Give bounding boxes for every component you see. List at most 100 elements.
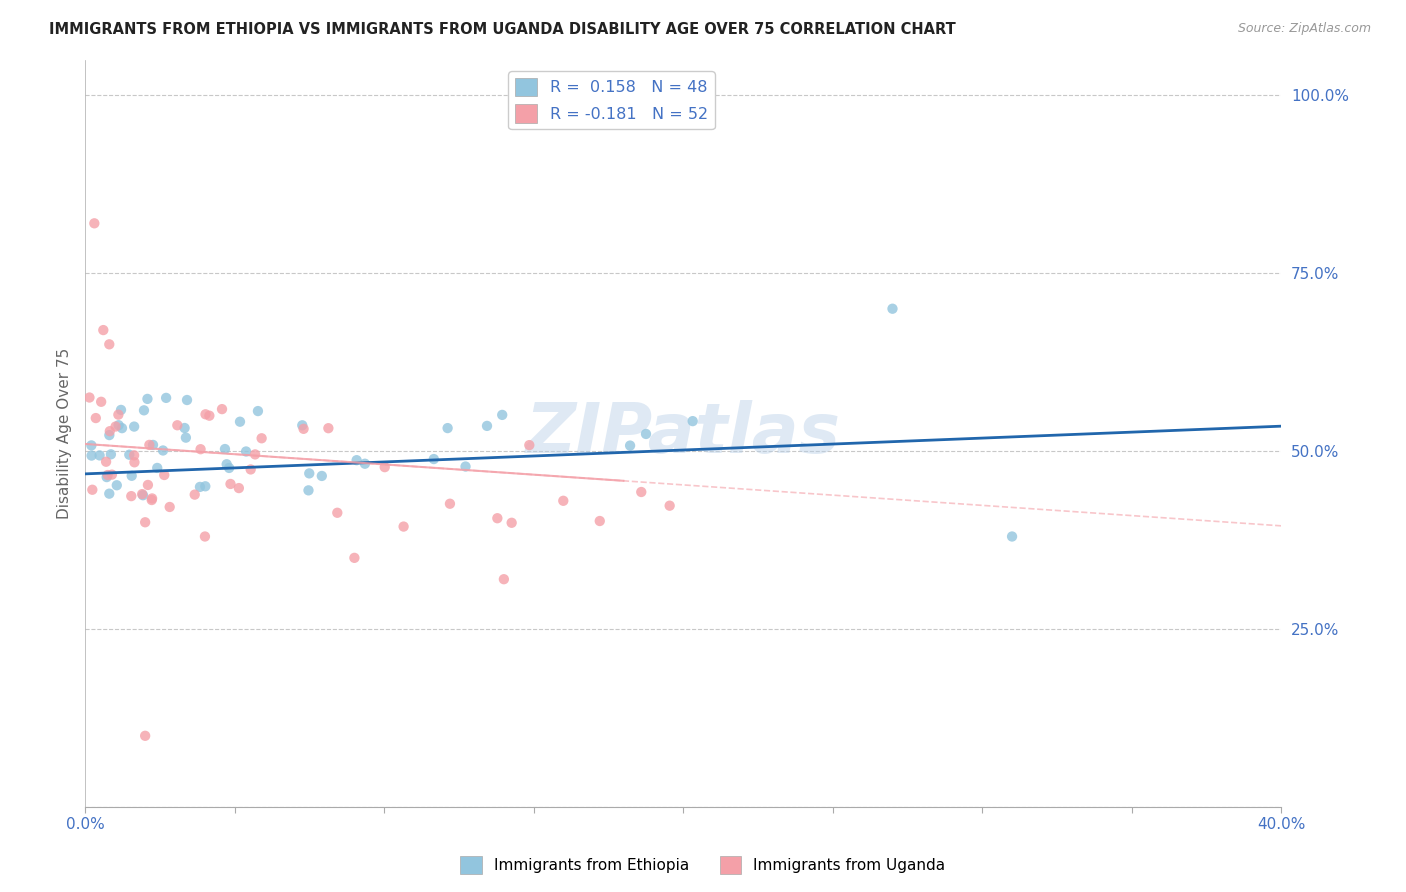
Point xyxy=(194,407,217,421)
Point xyxy=(79,391,101,405)
Point xyxy=(346,453,368,467)
Point xyxy=(166,418,188,433)
Point xyxy=(89,449,111,463)
Point xyxy=(84,411,107,425)
Point xyxy=(326,506,349,520)
Point xyxy=(501,516,523,530)
Point xyxy=(682,414,704,428)
Point xyxy=(374,460,396,475)
Point xyxy=(214,442,236,456)
Point xyxy=(111,421,134,435)
Point xyxy=(318,421,340,435)
Point xyxy=(101,467,124,482)
Point xyxy=(83,216,105,230)
Point xyxy=(155,391,177,405)
Point xyxy=(90,394,112,409)
Point xyxy=(134,729,156,743)
Point xyxy=(392,519,415,533)
Point xyxy=(82,483,104,497)
Point xyxy=(118,448,141,462)
Point xyxy=(218,461,240,475)
Point xyxy=(423,452,446,467)
Point xyxy=(194,479,217,493)
Point xyxy=(141,491,163,506)
Point xyxy=(630,485,652,500)
Point xyxy=(250,431,273,445)
Point xyxy=(110,403,132,417)
Point xyxy=(91,323,114,337)
Point xyxy=(176,392,198,407)
Point xyxy=(141,493,163,508)
Point xyxy=(619,439,641,453)
Point xyxy=(80,438,103,452)
Point xyxy=(174,431,197,445)
Point xyxy=(492,572,515,586)
Point xyxy=(80,449,103,463)
Point xyxy=(152,443,174,458)
Point xyxy=(122,419,145,434)
Legend: Immigrants from Ethiopia, Immigrants from Uganda: Immigrants from Ethiopia, Immigrants fro… xyxy=(454,850,952,880)
Point xyxy=(311,469,333,483)
Legend: R =  0.158   N = 48, R = -0.181   N = 52: R = 0.158 N = 48, R = -0.181 N = 52 xyxy=(509,71,714,129)
Point xyxy=(491,408,513,422)
Point xyxy=(343,550,366,565)
Text: IMMIGRANTS FROM ETHIOPIA VS IMMIGRANTS FROM UGANDA DISABILITY AGE OVER 75 CORREL: IMMIGRANTS FROM ETHIOPIA VS IMMIGRANTS F… xyxy=(49,22,956,37)
Point xyxy=(553,493,575,508)
Point xyxy=(436,421,458,435)
Point xyxy=(215,457,238,471)
Point xyxy=(98,428,121,442)
Text: ZIPatlas: ZIPatlas xyxy=(526,400,841,467)
Point xyxy=(354,457,377,471)
Point xyxy=(153,468,176,483)
Point xyxy=(98,424,121,438)
Point xyxy=(190,442,212,457)
Point xyxy=(188,480,211,494)
Point xyxy=(439,497,461,511)
Point xyxy=(658,499,681,513)
Point xyxy=(454,459,477,474)
Point xyxy=(219,477,242,491)
Point xyxy=(131,487,153,501)
Point xyxy=(235,444,257,458)
Point xyxy=(122,448,145,462)
Point xyxy=(291,418,314,433)
Point xyxy=(136,478,159,492)
Point xyxy=(142,438,165,452)
Point xyxy=(100,447,122,461)
Point xyxy=(138,438,160,452)
Point xyxy=(243,447,266,461)
Point xyxy=(98,337,121,351)
Point xyxy=(475,418,498,433)
Point xyxy=(132,403,155,417)
Point xyxy=(486,511,509,525)
Point xyxy=(134,515,156,529)
Point xyxy=(292,422,315,436)
Point xyxy=(194,529,217,543)
Point xyxy=(228,481,250,495)
Point xyxy=(882,301,904,316)
Point xyxy=(1001,529,1024,543)
Point xyxy=(198,409,221,423)
Point xyxy=(517,438,540,452)
Point xyxy=(98,486,121,500)
Text: Source: ZipAtlas.com: Source: ZipAtlas.com xyxy=(1237,22,1371,36)
Point xyxy=(634,427,657,442)
Point xyxy=(107,408,129,422)
Point xyxy=(121,468,143,483)
Point xyxy=(589,514,612,528)
Point xyxy=(229,415,252,429)
Point xyxy=(104,419,127,434)
Point xyxy=(159,500,181,514)
Point xyxy=(183,488,205,502)
Point xyxy=(120,489,142,503)
Point xyxy=(246,404,269,418)
Point xyxy=(105,478,128,492)
Point xyxy=(97,468,120,483)
Point xyxy=(96,470,118,484)
Y-axis label: Disability Age Over 75: Disability Age Over 75 xyxy=(58,348,72,519)
Point xyxy=(107,418,129,433)
Point xyxy=(146,461,169,475)
Point xyxy=(94,455,117,469)
Point xyxy=(211,402,233,417)
Point xyxy=(239,462,262,476)
